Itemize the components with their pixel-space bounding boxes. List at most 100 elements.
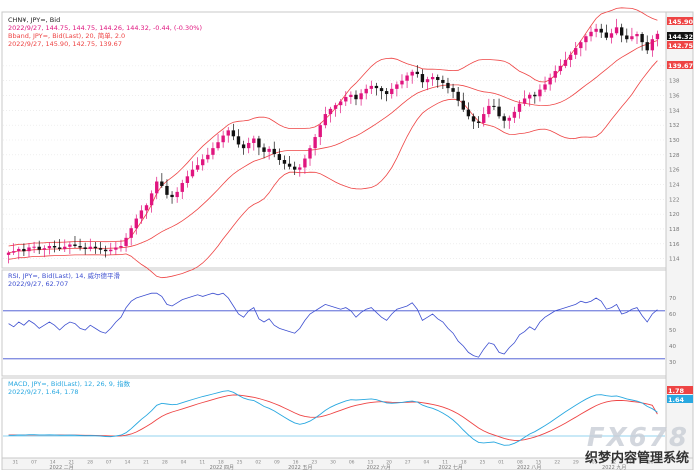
candle-body <box>430 77 435 80</box>
candle-body <box>584 36 588 43</box>
candle-body <box>190 169 195 177</box>
candle-body <box>6 252 11 255</box>
month-tick-label: 2022 四月 <box>210 465 234 470</box>
price-tick-label: 134 <box>669 108 680 114</box>
candle-body <box>17 248 21 252</box>
day-tick-label: 31 <box>12 460 18 466</box>
candle-body <box>543 84 547 90</box>
candle-body <box>170 194 174 198</box>
candle-body <box>308 148 312 159</box>
rsi-tick-label: 60 <box>669 312 676 318</box>
candle-body <box>497 106 501 117</box>
candle-body <box>640 34 644 43</box>
day-tick-label: 26 <box>648 460 654 466</box>
candle-body <box>553 71 557 78</box>
day-tick-label: 18 <box>461 460 467 466</box>
candle-body <box>344 97 348 102</box>
day-tick-label: 09 <box>274 460 280 466</box>
candle-body <box>420 74 425 83</box>
tag-current-price-text: 144.32 <box>668 33 693 41</box>
candle-body <box>139 210 144 219</box>
day-tick-label: 13 <box>368 460 374 466</box>
candle-body <box>379 88 384 92</box>
day-tick-label: 04 <box>181 460 187 466</box>
candle-body <box>528 94 532 99</box>
rsi-tick-label: 50 <box>669 328 676 334</box>
candle-body <box>318 125 322 138</box>
candle-body <box>410 71 414 76</box>
candle-body <box>512 111 517 118</box>
candle-body <box>354 94 358 100</box>
candle-body <box>599 28 603 33</box>
day-tick-label: 25 <box>237 460 243 466</box>
month-tick-label: 2022 二月 <box>49 465 73 470</box>
candle-body <box>231 130 236 137</box>
candle-body <box>185 176 190 183</box>
candle-body <box>471 116 476 122</box>
candle-body <box>165 185 169 195</box>
candle-body <box>594 28 598 32</box>
candle-body <box>195 165 200 170</box>
candle-body <box>395 84 399 89</box>
candle-body <box>149 193 154 206</box>
candle-body <box>558 65 563 72</box>
candle-body <box>216 142 220 149</box>
candle-body <box>568 54 573 60</box>
candle-body <box>384 91 389 95</box>
candle-body <box>625 35 629 40</box>
candle-body <box>655 33 660 40</box>
candle-body <box>201 159 205 166</box>
candle-body <box>226 130 230 136</box>
candle-body <box>323 114 328 126</box>
candle-body <box>645 42 649 51</box>
price-tick-label: 116 <box>669 242 680 248</box>
candle-body <box>52 245 57 248</box>
candle-body <box>119 245 123 248</box>
candle-body <box>11 251 16 253</box>
candle-body <box>124 237 128 246</box>
candle-body <box>88 246 92 249</box>
candle-body <box>482 114 486 123</box>
candle-body <box>63 246 67 249</box>
candle-body <box>236 136 241 145</box>
month-tick-label: 2022 五月 <box>288 465 312 470</box>
symbol-label: CHN¥, JPY=, Bid <box>8 16 60 24</box>
day-tick-label: 28 <box>87 460 93 466</box>
price-tick-label: 132 <box>669 123 680 129</box>
macd-line-group <box>3 390 665 446</box>
candle-body <box>114 247 118 250</box>
day-tick-label: 02 <box>255 460 261 466</box>
day-tick-label: 22 <box>554 460 560 466</box>
candle-body <box>461 100 465 110</box>
candle-body <box>22 248 26 252</box>
day-tick-label: 01 <box>498 460 504 466</box>
day-tick-label: 29 <box>573 460 579 466</box>
day-tick-label: 19 <box>629 460 635 466</box>
candle-body <box>78 245 82 248</box>
price-tick-label: 118 <box>669 227 680 233</box>
tag-signal <box>667 395 693 403</box>
candle-body <box>292 166 297 170</box>
day-tick-label: 15 <box>536 460 542 466</box>
candle-body <box>93 246 98 249</box>
rsi-tick-label: 40 <box>669 344 676 350</box>
macd-value: 2022/9/27, 1.64, 1.78 <box>8 388 79 396</box>
price-tick-label: 138 <box>669 79 680 85</box>
candle-body <box>37 246 41 250</box>
candle-body <box>155 181 159 194</box>
candle-body <box>451 88 455 92</box>
candle-body <box>32 246 36 248</box>
price-tick-label: 128 <box>669 153 680 159</box>
day-tick-label: 11 <box>199 460 205 466</box>
candle-body <box>609 33 614 38</box>
candle-body <box>27 247 31 252</box>
candle-body <box>303 158 307 168</box>
day-tick-label: 08 <box>517 460 523 466</box>
candle-body <box>272 148 276 155</box>
candle-body <box>359 93 363 100</box>
time-axis <box>1 457 694 470</box>
macd-panel <box>1 377 667 459</box>
candle-body <box>313 137 317 149</box>
candle-body <box>277 154 282 161</box>
